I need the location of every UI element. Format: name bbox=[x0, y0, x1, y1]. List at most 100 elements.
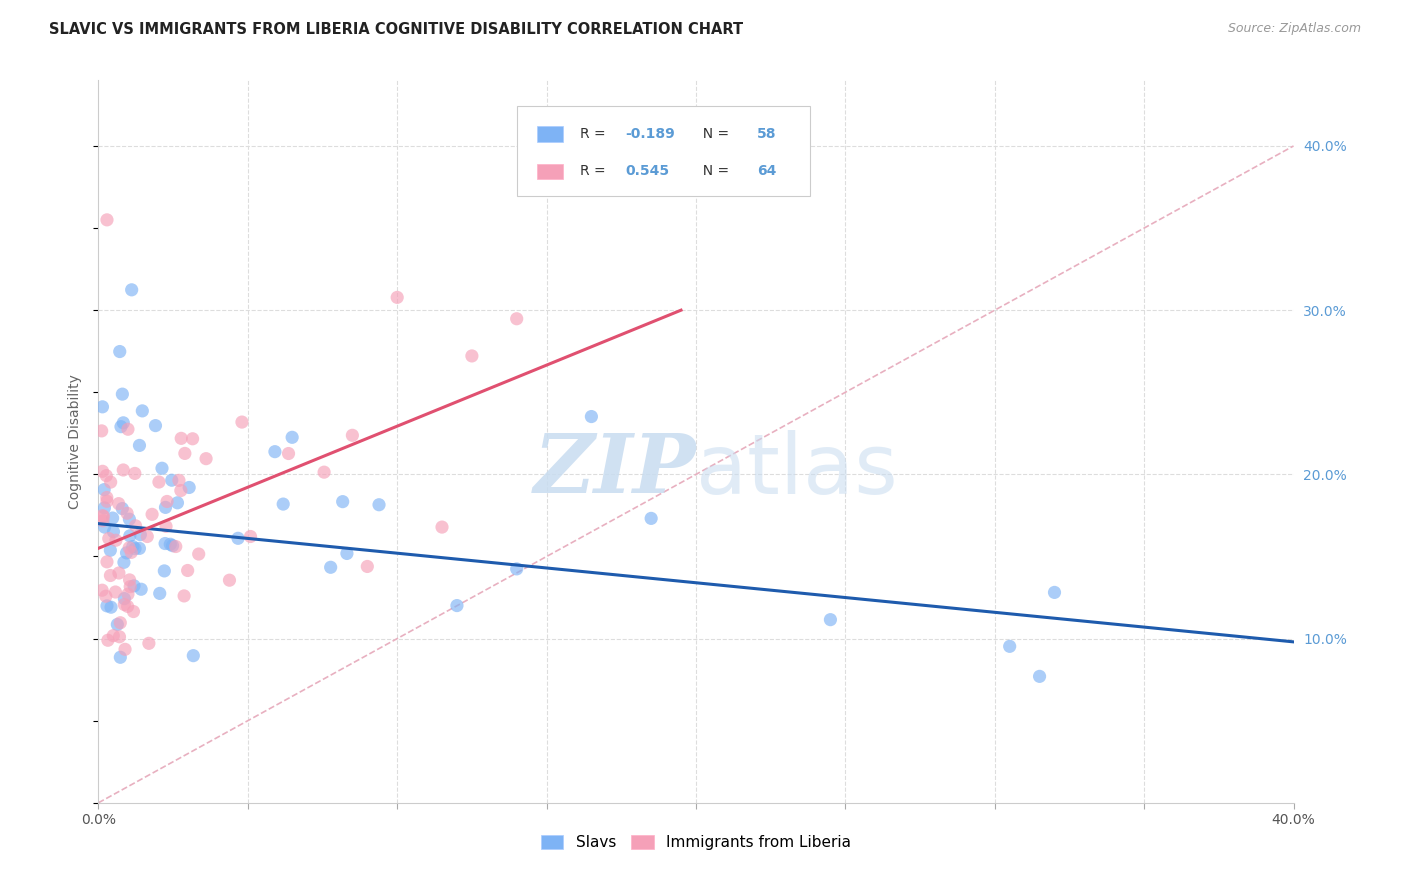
Point bbox=[506, 562, 529, 576]
Point bbox=[108, 344, 131, 359]
Point bbox=[314, 465, 336, 479]
Text: N =: N = bbox=[693, 164, 733, 178]
Text: 58: 58 bbox=[756, 127, 776, 141]
Point bbox=[96, 599, 118, 613]
Point bbox=[239, 529, 262, 543]
Point bbox=[153, 564, 176, 578]
Point bbox=[149, 586, 172, 600]
Point bbox=[115, 546, 138, 560]
Y-axis label: Cognitive Disability: Cognitive Disability bbox=[69, 374, 83, 509]
Text: Source: ZipAtlas.com: Source: ZipAtlas.com bbox=[1227, 22, 1361, 36]
Point bbox=[91, 400, 114, 414]
Point bbox=[97, 532, 120, 546]
Point bbox=[336, 546, 359, 560]
Point bbox=[118, 541, 141, 555]
Point bbox=[111, 387, 134, 401]
Text: atlas: atlas bbox=[696, 430, 897, 511]
Point bbox=[820, 613, 842, 627]
Point bbox=[91, 514, 114, 528]
Point bbox=[187, 547, 209, 561]
Point bbox=[271, 497, 294, 511]
Point bbox=[231, 415, 253, 429]
Point bbox=[117, 587, 139, 601]
Point bbox=[129, 527, 152, 541]
Point bbox=[156, 494, 179, 508]
Point bbox=[640, 511, 662, 525]
Point bbox=[96, 494, 118, 508]
Point bbox=[103, 629, 125, 643]
Point bbox=[195, 451, 218, 466]
FancyBboxPatch shape bbox=[537, 126, 564, 142]
Text: N =: N = bbox=[693, 127, 733, 141]
Point bbox=[173, 589, 195, 603]
Point bbox=[90, 424, 112, 438]
Point bbox=[1043, 585, 1066, 599]
Point bbox=[104, 533, 127, 548]
Point bbox=[118, 573, 141, 587]
Point bbox=[93, 500, 115, 515]
Point bbox=[319, 560, 342, 574]
Point bbox=[264, 444, 287, 458]
Point bbox=[173, 446, 195, 460]
Point bbox=[129, 582, 152, 597]
Point bbox=[155, 519, 177, 533]
Point bbox=[159, 537, 181, 551]
Text: -0.189: -0.189 bbox=[626, 127, 675, 141]
Point bbox=[91, 464, 114, 478]
Point bbox=[128, 438, 150, 452]
Point bbox=[124, 541, 146, 556]
Point bbox=[111, 501, 134, 516]
Point bbox=[112, 598, 135, 612]
Point bbox=[148, 475, 170, 489]
Point bbox=[120, 545, 142, 559]
Text: R =: R = bbox=[581, 164, 610, 178]
Point bbox=[91, 508, 114, 523]
Point bbox=[118, 529, 141, 543]
Point bbox=[356, 559, 378, 574]
FancyBboxPatch shape bbox=[537, 163, 564, 179]
Point bbox=[108, 630, 131, 644]
Point bbox=[332, 494, 354, 508]
Point bbox=[150, 461, 173, 475]
Point bbox=[100, 475, 122, 489]
Point bbox=[94, 589, 117, 603]
Point bbox=[104, 585, 127, 599]
Point bbox=[93, 520, 115, 534]
Point bbox=[167, 474, 190, 488]
Point bbox=[138, 636, 160, 650]
Point bbox=[120, 580, 142, 594]
Point bbox=[1028, 669, 1050, 683]
Point bbox=[155, 500, 177, 515]
Point bbox=[136, 529, 159, 543]
Point bbox=[181, 648, 204, 663]
Point bbox=[121, 283, 143, 297]
Point bbox=[998, 640, 1021, 654]
Point bbox=[96, 491, 118, 505]
Point bbox=[121, 540, 143, 554]
Point bbox=[105, 617, 128, 632]
Point bbox=[226, 531, 249, 545]
Point bbox=[160, 473, 183, 487]
Point bbox=[165, 540, 187, 554]
Point bbox=[112, 555, 135, 569]
Point bbox=[153, 536, 176, 550]
Point bbox=[112, 416, 135, 430]
Point bbox=[112, 463, 135, 477]
Point bbox=[368, 498, 391, 512]
Point bbox=[98, 543, 121, 558]
Point bbox=[100, 600, 122, 615]
Point bbox=[179, 480, 201, 494]
Point bbox=[430, 520, 453, 534]
Point bbox=[181, 432, 204, 446]
Point bbox=[103, 524, 125, 539]
Point bbox=[115, 506, 138, 520]
Point bbox=[131, 404, 153, 418]
Point bbox=[166, 496, 188, 510]
FancyBboxPatch shape bbox=[517, 105, 810, 196]
Point bbox=[101, 511, 124, 525]
Text: R =: R = bbox=[581, 127, 610, 141]
Point bbox=[385, 290, 409, 304]
Point bbox=[281, 430, 304, 444]
Point bbox=[581, 409, 603, 424]
Point bbox=[342, 428, 364, 442]
